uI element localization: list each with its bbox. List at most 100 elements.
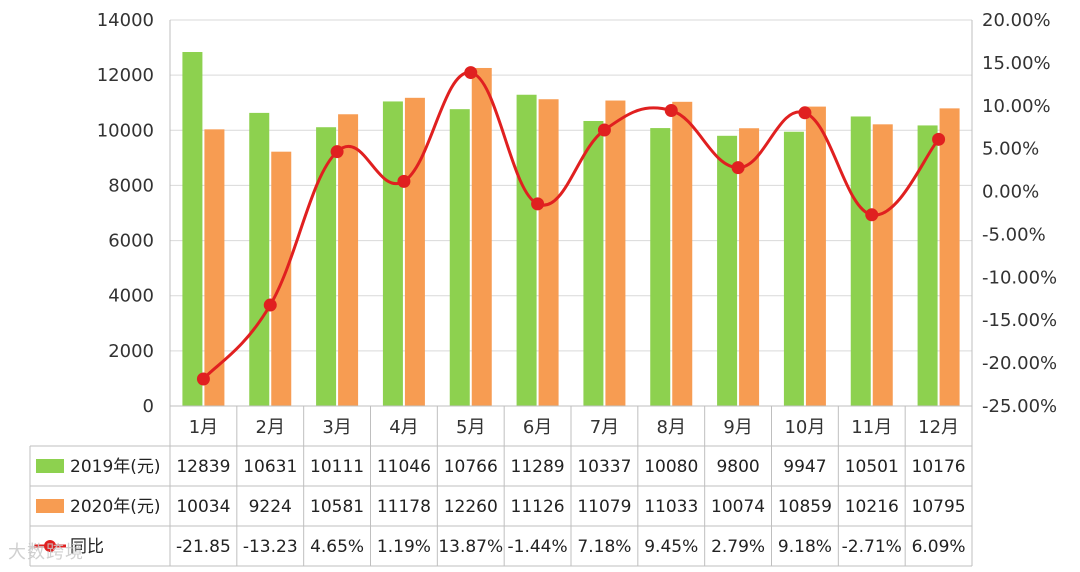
table-cell: 9800 (716, 457, 759, 477)
legend-label: 2019年(元) (70, 457, 161, 477)
table-cell: 13.87% (438, 537, 503, 557)
yoy-point (597, 123, 611, 137)
bar-2019 (382, 101, 403, 407)
table-cell: 9224 (249, 497, 292, 517)
yoy-point (731, 161, 745, 175)
left-tick-label: 6000 (108, 231, 154, 252)
bar-2020 (338, 114, 359, 406)
left-tick-label: 2000 (108, 341, 154, 362)
legend-key-2019 (36, 459, 64, 473)
table-cell: 1.19% (377, 537, 431, 557)
table-cell: -1.44% (508, 537, 568, 557)
table-cell: 4.65% (310, 537, 364, 557)
watermark-text: 大数跨境 (8, 542, 84, 563)
right-tick-label: -10.00% (982, 267, 1057, 288)
table-cell: 11126 (511, 497, 565, 517)
yoy-point (531, 197, 545, 211)
x-tick-label: 1月 (189, 417, 218, 438)
table-cell: 11079 (577, 497, 631, 517)
table-cell: 9.18% (778, 537, 832, 557)
yoy-point (932, 132, 946, 146)
yoy-line-series (196, 66, 946, 386)
left-tick-label: 4000 (108, 286, 154, 307)
x-tick-label: 7月 (590, 417, 619, 438)
bar-2019 (717, 135, 738, 407)
right-tick-label: 5.00% (982, 139, 1039, 160)
left-tick-label: 8000 (108, 175, 154, 196)
table-cell: 10176 (912, 457, 966, 477)
yoy-point (330, 145, 344, 159)
table-cell: 10034 (176, 497, 230, 517)
table-cell: -13.23 (243, 537, 298, 557)
table-cell: 11178 (377, 497, 431, 517)
table-cell: 10501 (845, 457, 899, 477)
table-cell: 10581 (310, 497, 364, 517)
bar-2019 (516, 94, 537, 406)
x-tick-label: 5月 (456, 417, 485, 438)
bar-2019 (249, 112, 270, 406)
bar-2020 (939, 108, 960, 407)
x-tick-label: 8月 (657, 417, 686, 438)
left-tick-label: 0 (143, 396, 154, 417)
bars (182, 52, 960, 407)
yoy-line (202, 71, 940, 380)
right-tick-label: -5.00% (982, 224, 1046, 245)
legend-label: 同比 (70, 537, 104, 557)
bar-2019 (316, 127, 337, 407)
bar-2020 (204, 129, 225, 407)
bar-2019 (917, 125, 938, 407)
table-cell: 10766 (444, 457, 498, 477)
x-tick-label: 6月 (523, 417, 552, 438)
bar-2019 (182, 52, 203, 406)
bar-2020 (739, 128, 760, 406)
table-cell: 10631 (243, 457, 297, 477)
x-tick-label: 9月 (723, 417, 752, 438)
data-table: 1月 2月 3月 4月 5月 6月 7月 8月 9月 10月 11月 12月 2019年(元) 12839… (29, 406, 973, 567)
bar-2019 (583, 120, 604, 406)
right-tick-label: -25.00% (982, 396, 1057, 417)
yoy-point (263, 298, 277, 312)
yoy-point (397, 174, 411, 188)
yoy-point (865, 208, 879, 222)
right-tick-label: -15.00% (982, 310, 1057, 331)
left-tick-label: 14000 (97, 10, 154, 31)
left-tick-label: 12000 (97, 65, 154, 86)
bar-2020 (538, 99, 559, 406)
bar-2020 (805, 106, 826, 406)
table-cell: 10216 (845, 497, 899, 517)
right-tick-label: -20.00% (982, 353, 1057, 374)
table-cell: 10337 (577, 457, 631, 477)
table-cell: 10080 (644, 457, 698, 477)
table-cell: -21.85 (176, 537, 231, 557)
bar-2020 (672, 101, 693, 406)
yoy-point (664, 103, 678, 117)
table-cell: 10074 (711, 497, 765, 517)
left-tick-label: 10000 (97, 120, 154, 141)
x-tick-label: 4月 (389, 417, 418, 438)
table-cell: 2.79% (711, 537, 765, 557)
right-tick-label: 0.00% (982, 182, 1039, 203)
table-cell: 11289 (511, 457, 565, 477)
x-tick-label: 2月 (256, 417, 285, 438)
bar-2019 (783, 131, 804, 406)
table-cell: 12839 (176, 457, 230, 477)
bar-2019 (449, 109, 470, 406)
yoy-point (464, 66, 478, 80)
right-tick-label: 10.00% (982, 96, 1051, 117)
bar-2020 (404, 97, 425, 406)
bar-2019 (650, 128, 671, 406)
table-cell: 6.09% (912, 537, 966, 557)
legend-key-marker (44, 540, 56, 552)
x-tick-label: 3月 (322, 417, 351, 438)
table-cell: 9.45% (644, 537, 698, 557)
table-cell: 9947 (783, 457, 826, 477)
table-cell: 10795 (912, 497, 966, 517)
legend-label: 2020年(元) (70, 497, 161, 517)
table-cell: 10111 (310, 457, 364, 477)
right-tick-label: 20.00% (982, 10, 1051, 31)
bar-2020 (605, 100, 626, 407)
bar-2019 (850, 116, 871, 407)
right-axis-ticks: -25.00% -20.00% -15.00% -10.00% -5.00% 0.00% 5… (982, 10, 1057, 417)
table-cell: 7.18% (577, 537, 631, 557)
